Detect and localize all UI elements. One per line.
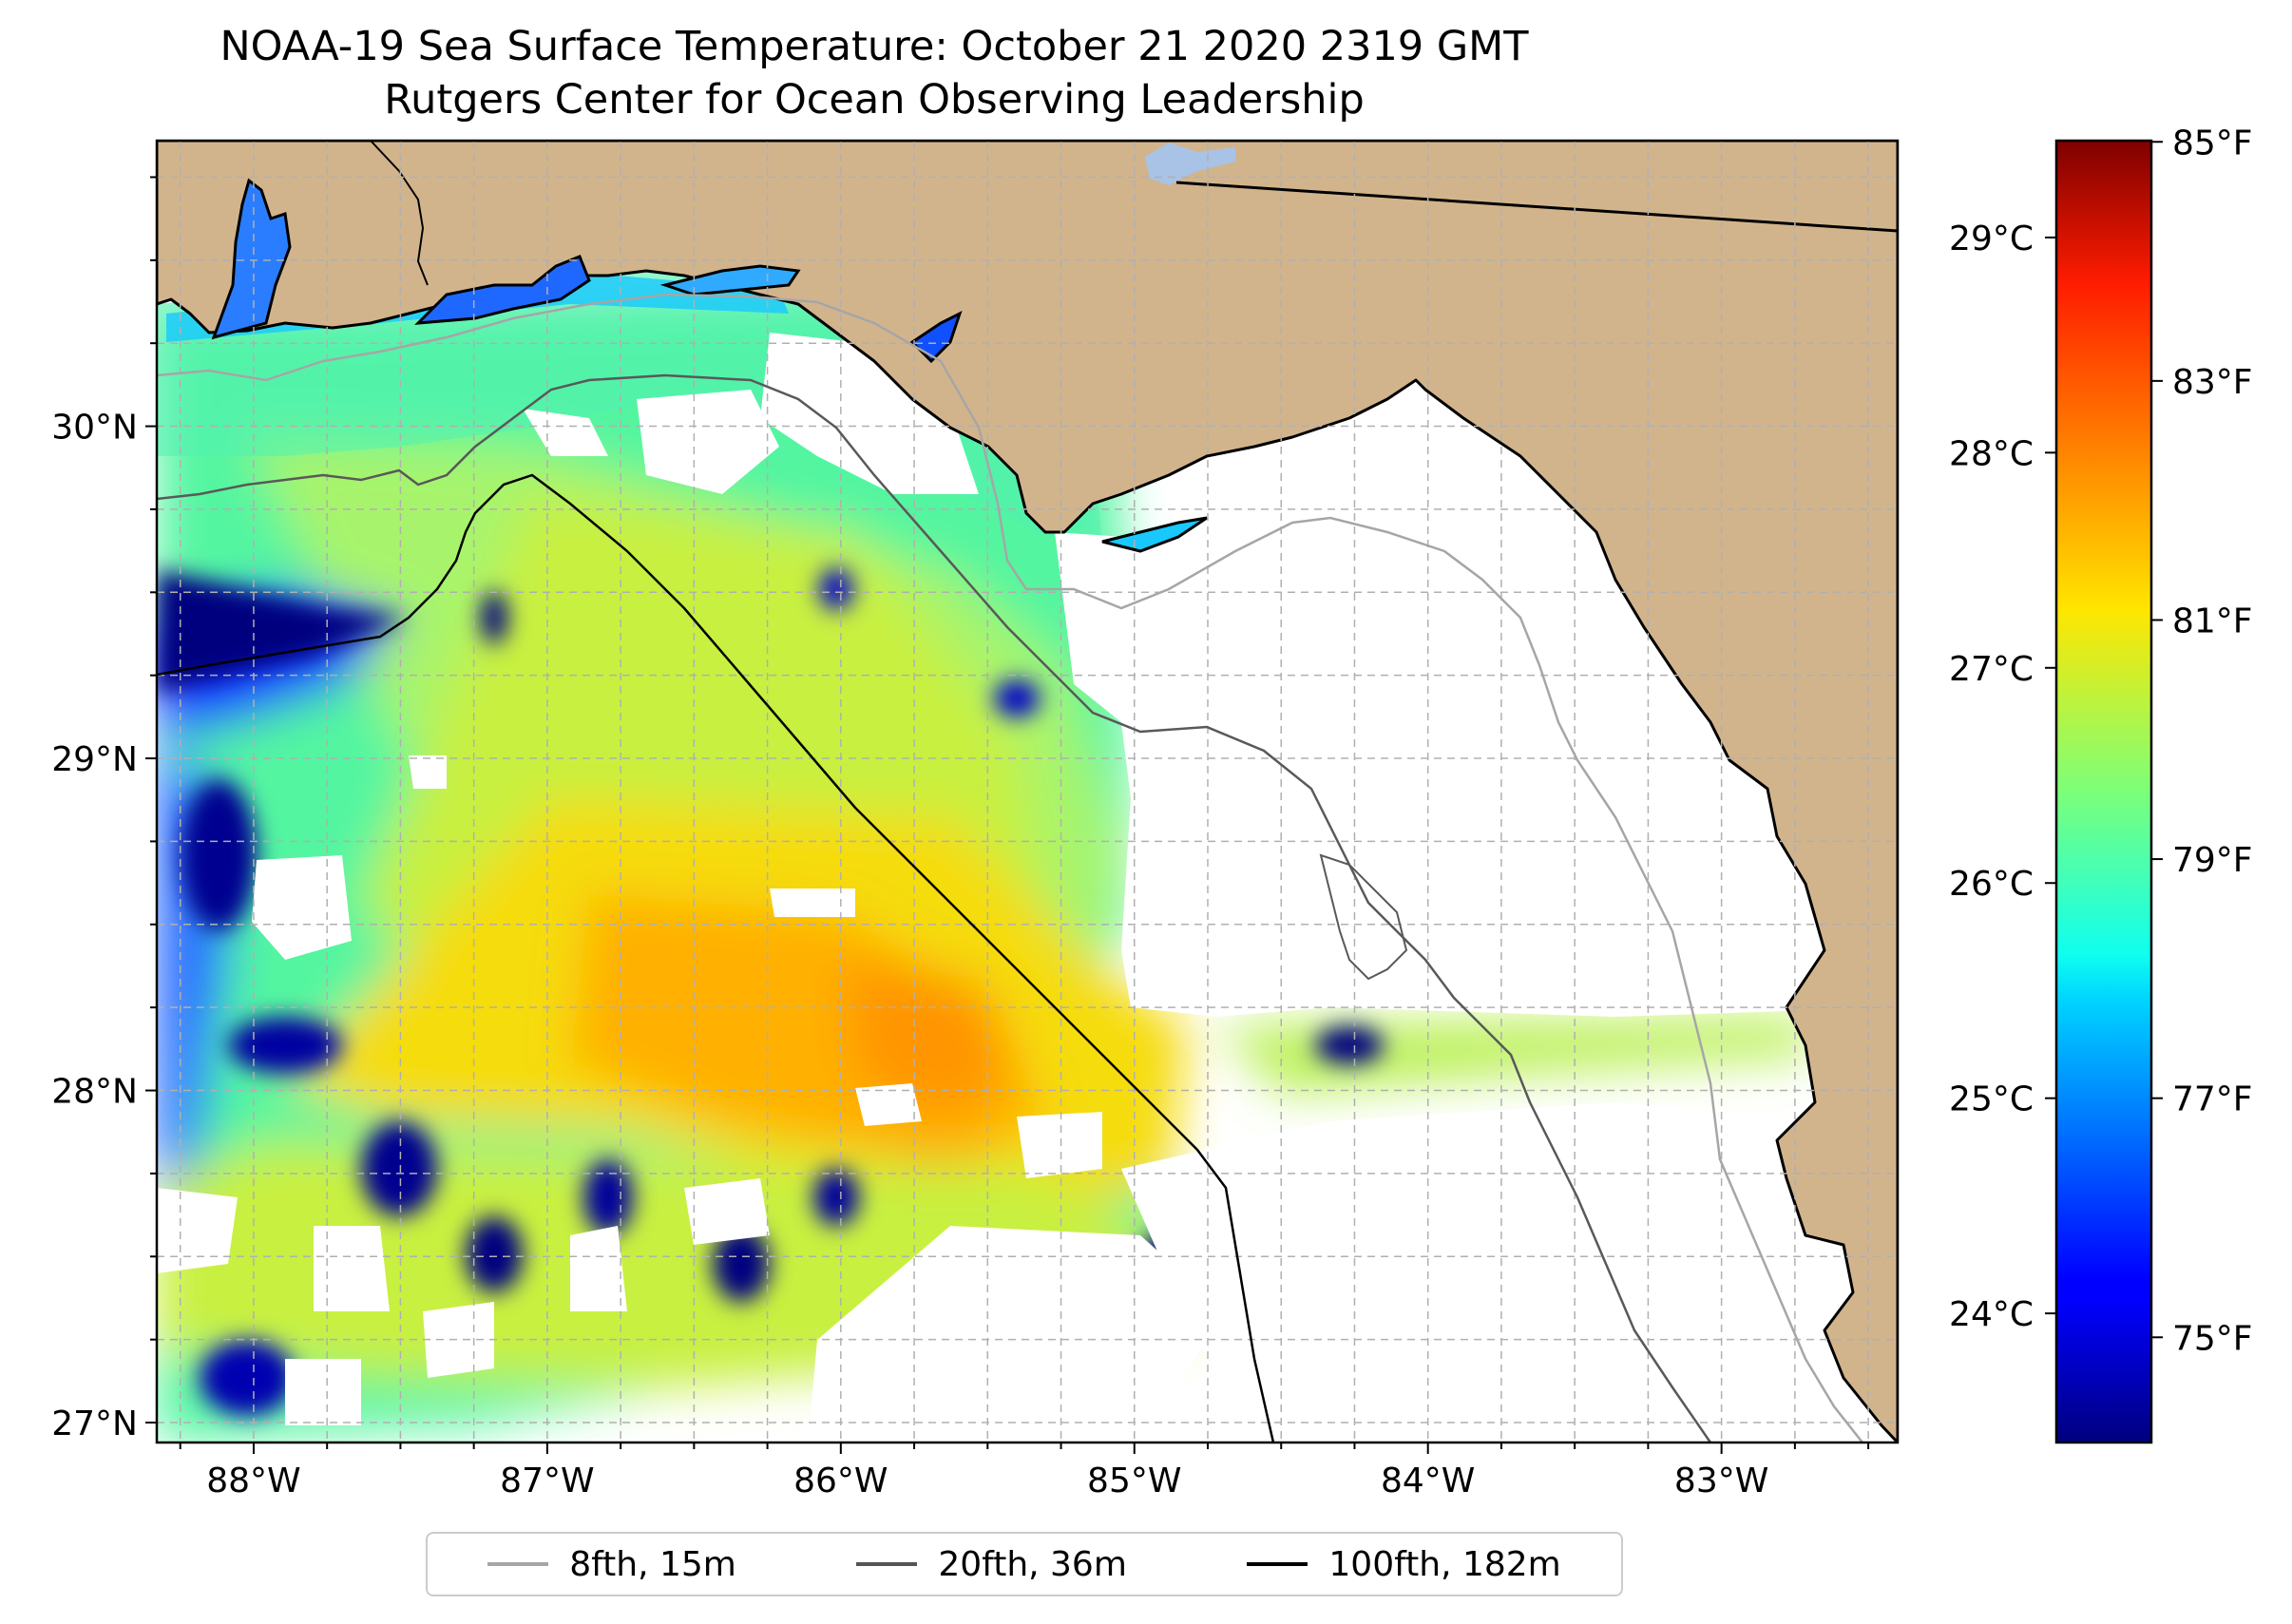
legend-item: 100fth, 182m: [1247, 1544, 1561, 1584]
fahrenheit-tick-label: 79°F: [2172, 841, 2253, 880]
legend-label: 100fth, 182m: [1328, 1544, 1561, 1584]
lake: [1145, 143, 1235, 185]
legend-line-swatch: [1247, 1562, 1308, 1566]
fahrenheit-tick-label: 83°F: [2172, 363, 2253, 402]
title-line1: NOAA-19 Sea Surface Temperature: October…: [220, 23, 1529, 70]
isobath-100fth: [157, 473, 1275, 1442]
lon-label: 87°W: [500, 1462, 594, 1500]
lon-label: 83°W: [1674, 1462, 1768, 1500]
lon-label: 85°W: [1087, 1462, 1181, 1500]
map-frame: [155, 139, 1900, 1444]
state-boundary: [1175, 181, 1898, 233]
title-line2: Rutgers Center for Ocean Observing Leade…: [384, 76, 1365, 124]
isobath-20fth: [157, 373, 1712, 1442]
legend-line-swatch: [487, 1562, 549, 1566]
fahrenheit-tick-label: 81°F: [2172, 602, 2253, 640]
fahrenheit-tick-label: 77°F: [2172, 1080, 2253, 1119]
bays: [211, 178, 1208, 553]
isobaths: [157, 293, 1863, 1442]
isobath-legend: 8fth, 15m 20fth, 36m 100fth, 182m: [426, 1532, 1623, 1596]
celsius-tick-label: 25°C: [1949, 1080, 2034, 1119]
legend-label: 8fth, 15m: [569, 1544, 736, 1584]
celsius-tick-label: 29°C: [1949, 220, 2034, 258]
isobath-8fth: [157, 293, 1863, 1442]
fahrenheit-tick-label: 85°F: [2172, 124, 2253, 162]
fahrenheit-tick-label: 75°F: [2172, 1319, 2253, 1358]
gridlines: [157, 141, 1898, 1442]
colorbar-gradient: [2054, 139, 2153, 1444]
celsius-tick-label: 28°C: [1949, 434, 2034, 473]
colorbar: 24°C 25°C 26°C 27°C 28°C 29°C 75°F 77°F 79°F 81°F…: [1949, 124, 2253, 1444]
legend-item: 20fth, 36m: [856, 1545, 1127, 1584]
lon-label: 84°W: [1381, 1462, 1475, 1500]
axis-ticks: 88°W 87°W 86°W 85°W 84°W 83°W 30°N 29°N 28°N 27°N: [51, 176, 1870, 1500]
celsius-tick-label: 27°C: [1949, 650, 2034, 689]
lon-label: 88°W: [206, 1462, 300, 1500]
lat-label: 28°N: [51, 1073, 138, 1112]
lat-label: 29°N: [51, 740, 138, 779]
lat-label: 27°N: [51, 1404, 138, 1443]
map-panel: [157, 141, 1898, 1442]
legend-line-swatch: [856, 1562, 918, 1566]
celsius-tick-label: 24°C: [1949, 1295, 2034, 1334]
celsius-tick-label: 26°C: [1949, 865, 2034, 904]
lat-label: 30°N: [51, 409, 138, 448]
legend-item: 8fth, 15m: [487, 1545, 736, 1584]
lon-label: 86°W: [793, 1462, 888, 1500]
legend-label: 20fth, 36m: [938, 1544, 1127, 1584]
